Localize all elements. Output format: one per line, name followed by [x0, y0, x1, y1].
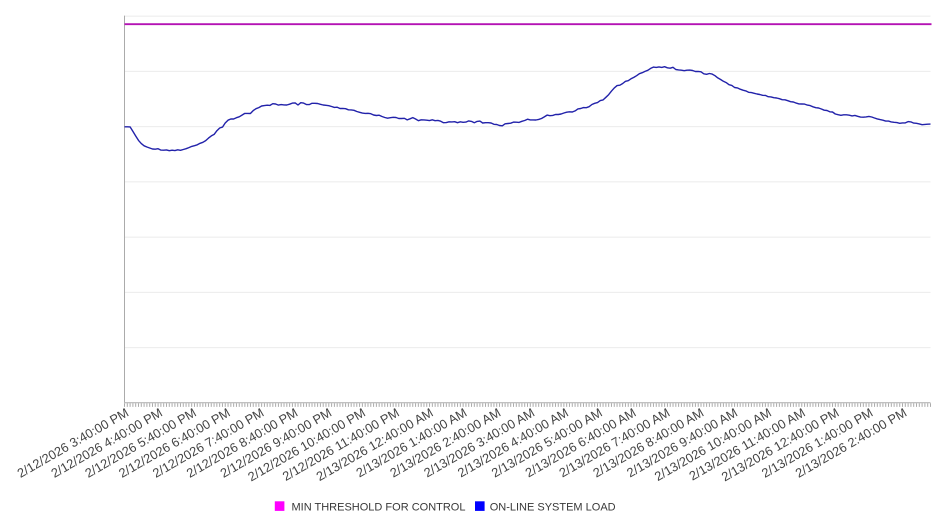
svg-text:MIN THRESHOLD FOR CONTROL: MIN THRESHOLD FOR CONTROL: [292, 502, 466, 514]
svg-text:ON-LINE SYSTEM LOAD: ON-LINE SYSTEM LOAD: [490, 502, 616, 514]
